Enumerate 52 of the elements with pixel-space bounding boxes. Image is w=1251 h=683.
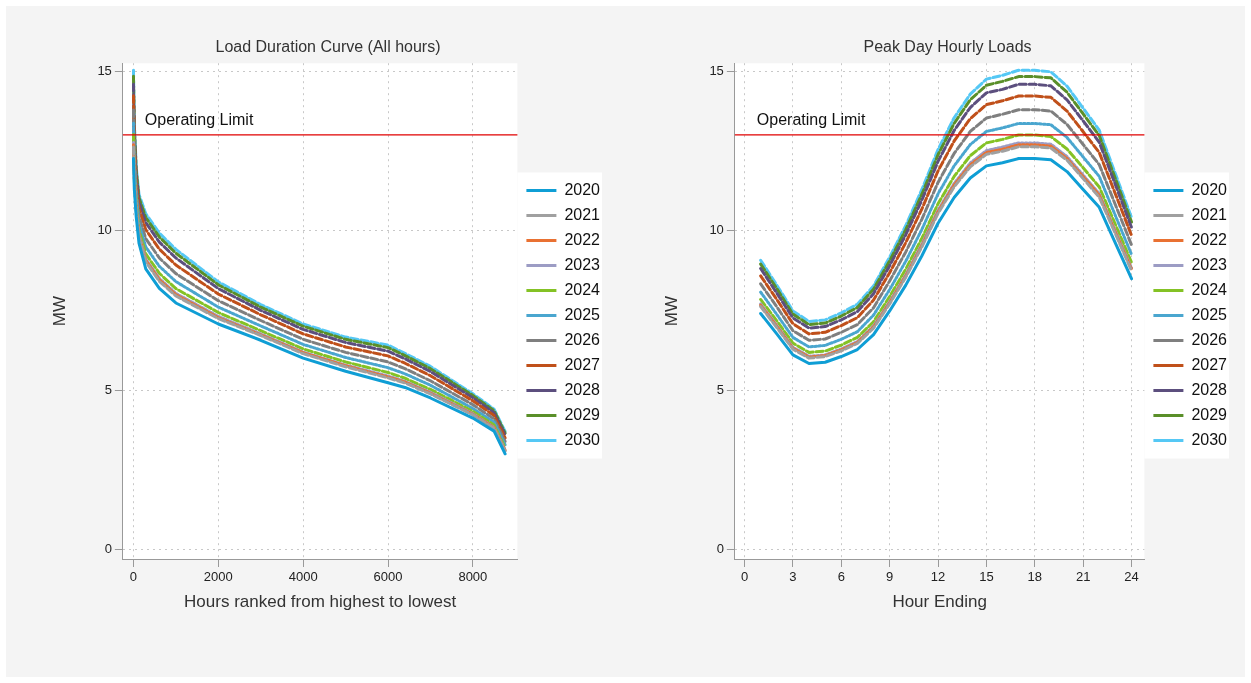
legend-label: 2020 xyxy=(1191,180,1228,198)
x-tick-label: 0 xyxy=(740,569,749,585)
legend-label: 2030 xyxy=(564,430,601,448)
x-tick-label: 24 xyxy=(1124,569,1139,585)
x-tick-label: 9 xyxy=(886,569,894,585)
ref-line-label: Operating Limit xyxy=(756,111,866,129)
x-tick-label: 18 xyxy=(1027,569,1042,585)
y-tick-label: 5 xyxy=(716,381,724,397)
x-tick-label: 0 xyxy=(129,569,138,585)
legend-label: 2029 xyxy=(1191,405,1228,423)
y-tick-label: 0 xyxy=(104,541,112,557)
chart-title: Peak Day Hourly Loads xyxy=(863,38,1032,56)
x-axis-title: Hours ranked from highest to lowest xyxy=(184,592,457,612)
y-axis-title: MW xyxy=(661,295,681,327)
legend-label: 2028 xyxy=(564,380,601,398)
x-tick-label: 2000 xyxy=(203,569,233,585)
x-tick-label: 21 xyxy=(1075,569,1091,585)
legend-label: 2029 xyxy=(564,405,601,423)
legend-label: 2027 xyxy=(564,355,601,373)
x-tick-label: 15 xyxy=(979,569,994,585)
chart-title: Load Duration Curve (All hours) xyxy=(215,38,441,56)
legend-label: 2022 xyxy=(564,230,601,248)
y-axis-title: MW xyxy=(49,295,69,327)
legend-label: 2026 xyxy=(1191,330,1228,348)
y-tick-label: 10 xyxy=(97,222,112,238)
x-tick-label: 12 xyxy=(930,569,946,585)
legend-label: 2021 xyxy=(564,205,601,223)
y-tick-label: 15 xyxy=(97,62,112,78)
x-axis-title: Hour Ending xyxy=(892,592,987,612)
legend-label: 2025 xyxy=(1191,305,1228,323)
y-tick-label: 5 xyxy=(104,381,112,397)
x-tick-label: 4000 xyxy=(288,569,318,585)
x-tick-label: 6 xyxy=(837,569,845,585)
legend-label: 2026 xyxy=(564,330,601,348)
x-tick-label: 8000 xyxy=(458,569,488,585)
legend-label: 2023 xyxy=(1191,255,1228,273)
legend-label: 2028 xyxy=(1191,380,1228,398)
y-tick-label: 10 xyxy=(709,222,724,238)
legend-label: 2025 xyxy=(564,305,601,323)
legend-label: 2023 xyxy=(564,255,601,273)
ref-line-label: Operating Limit xyxy=(144,111,254,129)
y-tick-label: 0 xyxy=(716,541,724,557)
legend-label: 2024 xyxy=(1191,280,1228,298)
legend-label: 2021 xyxy=(1191,205,1228,223)
legend-label: 2030 xyxy=(1191,430,1228,448)
legend-label: 2022 xyxy=(1191,230,1228,248)
legend-label: 2024 xyxy=(564,280,601,298)
x-tick-label: 3 xyxy=(789,569,797,585)
y-tick-label: 15 xyxy=(709,62,724,78)
legend-label: 2020 xyxy=(564,180,601,198)
x-tick-label: 6000 xyxy=(373,569,403,585)
legend-label: 2027 xyxy=(1191,355,1228,373)
